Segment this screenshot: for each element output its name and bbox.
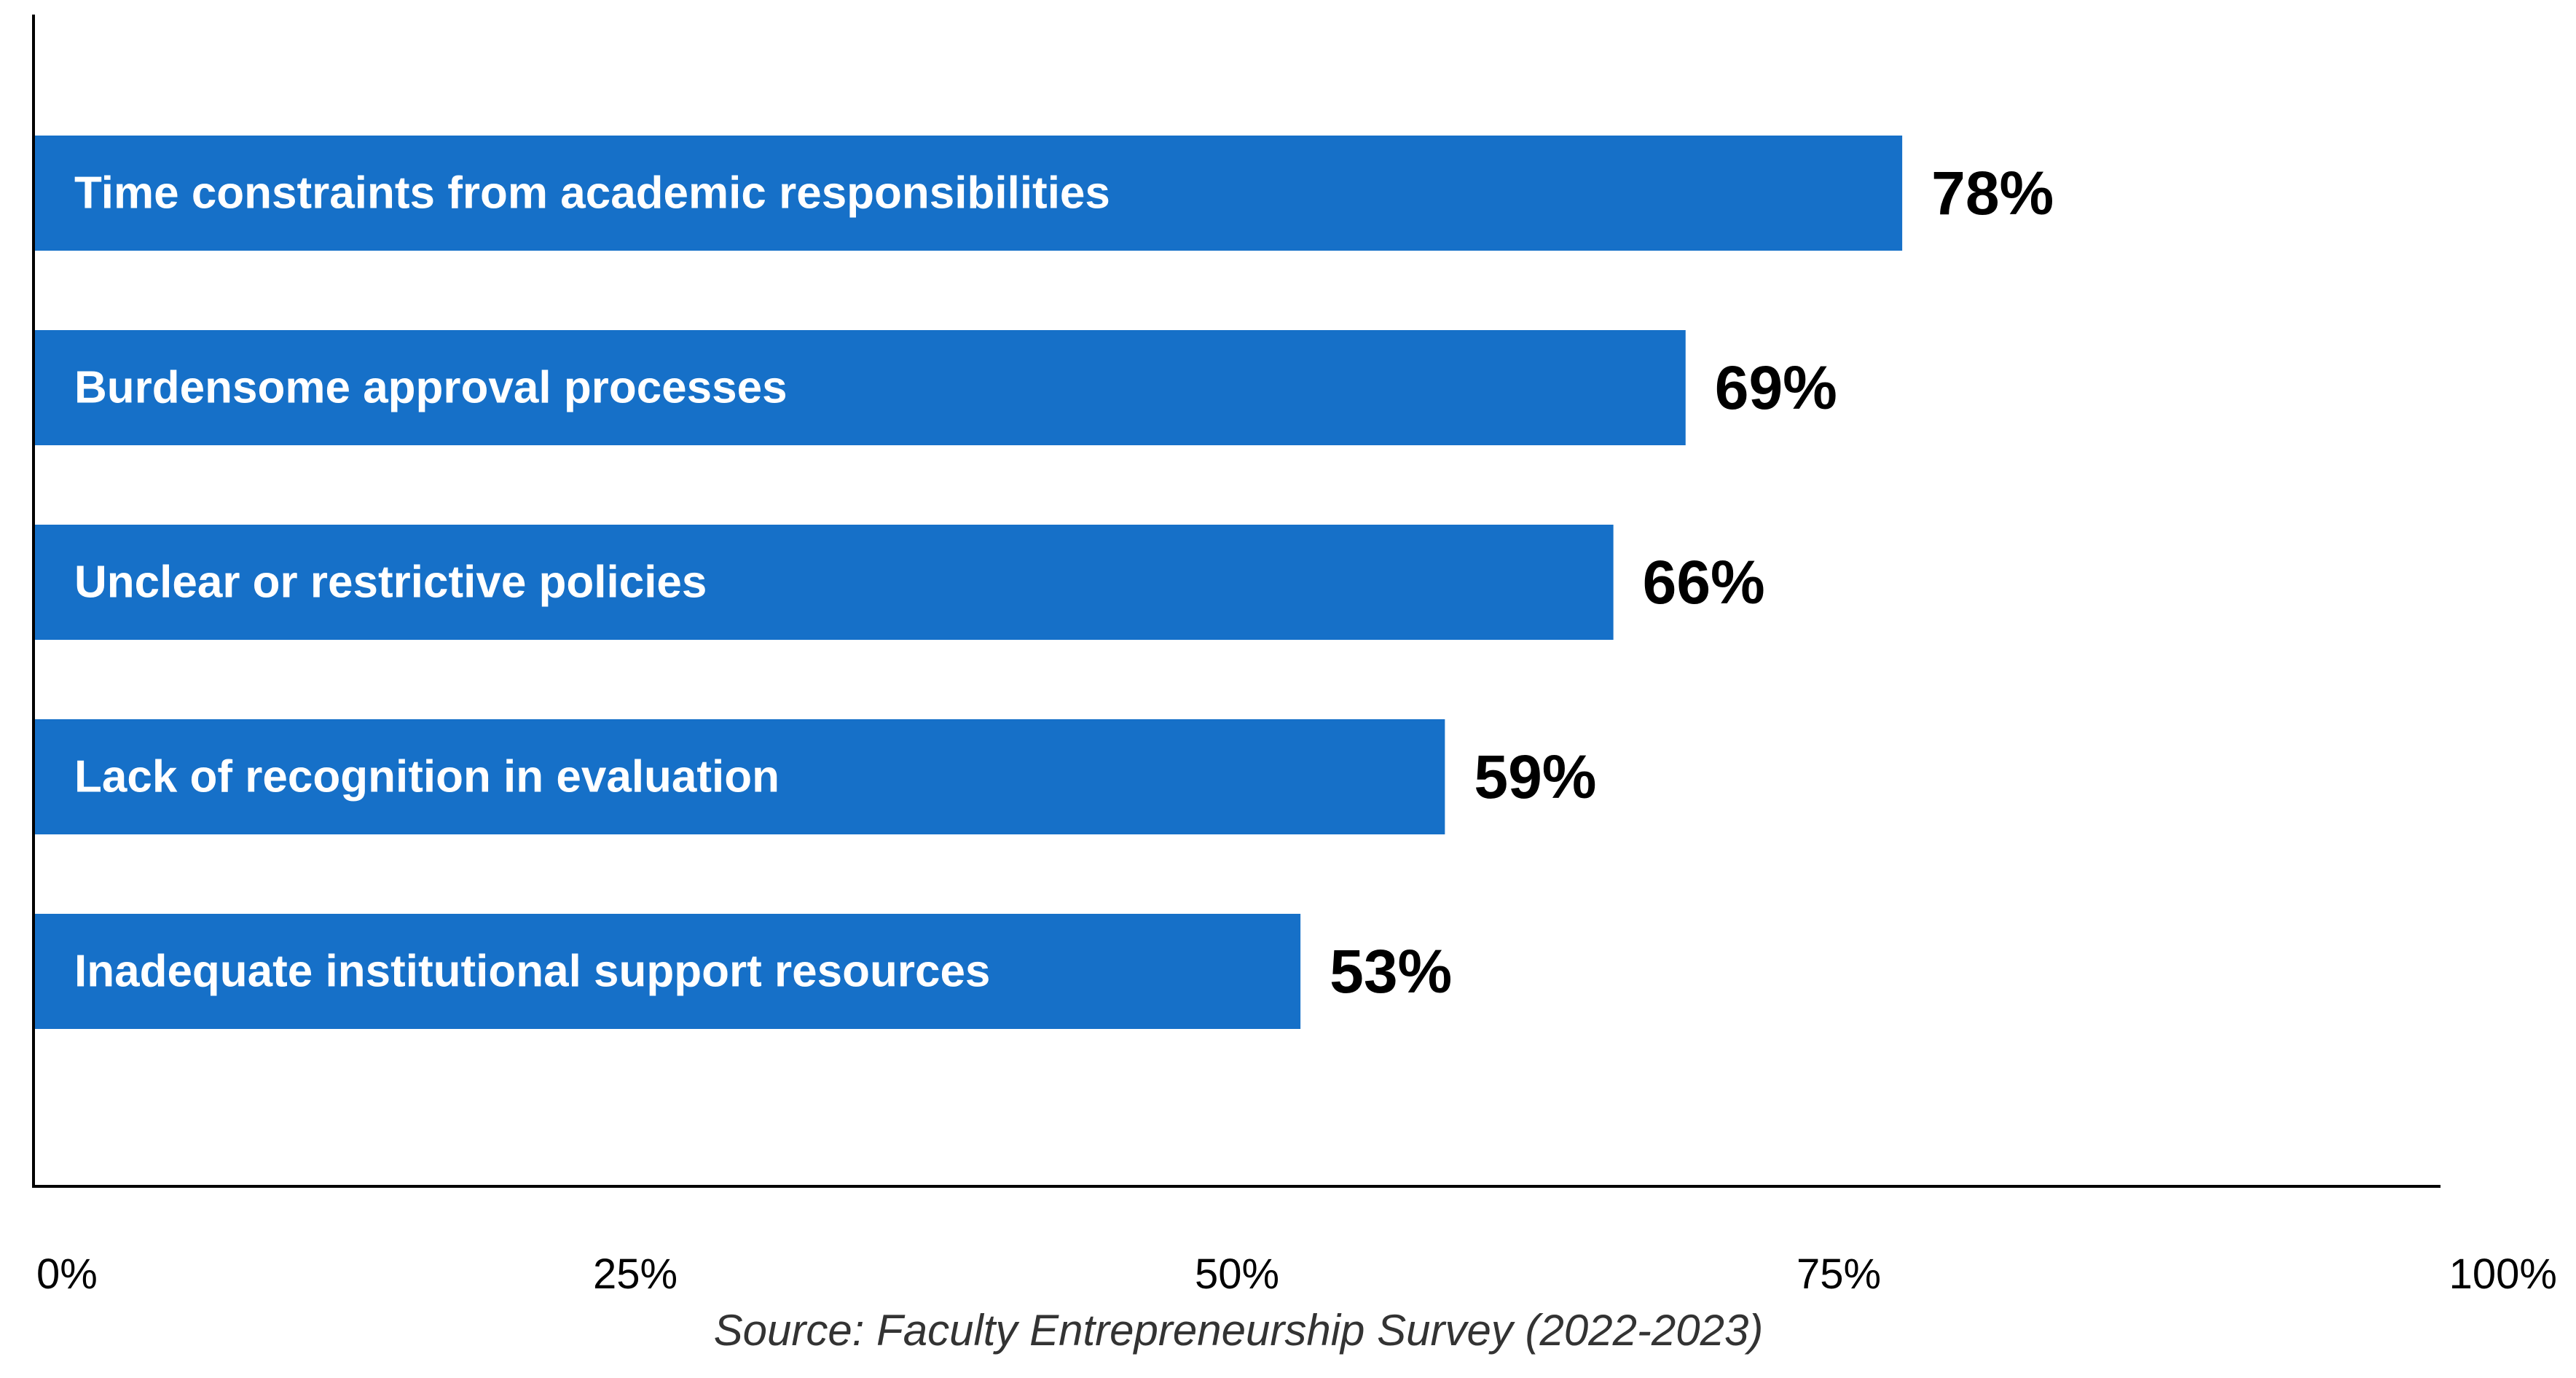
bar-category-label: Inadequate institutional support resourc… <box>74 947 990 997</box>
bar-value-label: 78% <box>1931 159 2054 227</box>
x-tick-label: 25% <box>593 1250 678 1298</box>
bar <box>34 330 1686 445</box>
x-tick-label: 0% <box>36 1250 98 1298</box>
bar-value-label: 69% <box>1715 353 1837 422</box>
bar-value-label: 53% <box>1330 937 1452 1006</box>
x-tick-label: 75% <box>1796 1250 1881 1298</box>
bar-category-label: Burdensome approval processes <box>74 363 788 413</box>
bar <box>34 525 1614 640</box>
x-axis-ticks: 0% 25% 50% 75% 100% <box>36 1250 2557 1298</box>
bar-category-label: Time constraints from academic responsib… <box>74 168 1110 219</box>
bar <box>34 719 1445 834</box>
bars-layer: Time constraints from academic responsib… <box>34 136 2054 1029</box>
x-tick-label: 100% <box>2449 1250 2557 1298</box>
bar-category-label: Unclear or restrictive policies <box>74 557 707 608</box>
x-tick-label: 50% <box>1195 1250 1279 1298</box>
bar-value-label: 66% <box>1643 548 1765 616</box>
bar-category-label: Lack of recognition in evaluation <box>74 752 780 802</box>
source-note: Source: Faculty Entrepreneurship Survey … <box>714 1306 1764 1355</box>
bar <box>34 136 1903 251</box>
bar <box>34 914 1301 1029</box>
bar-value-label: 59% <box>1474 743 1596 811</box>
